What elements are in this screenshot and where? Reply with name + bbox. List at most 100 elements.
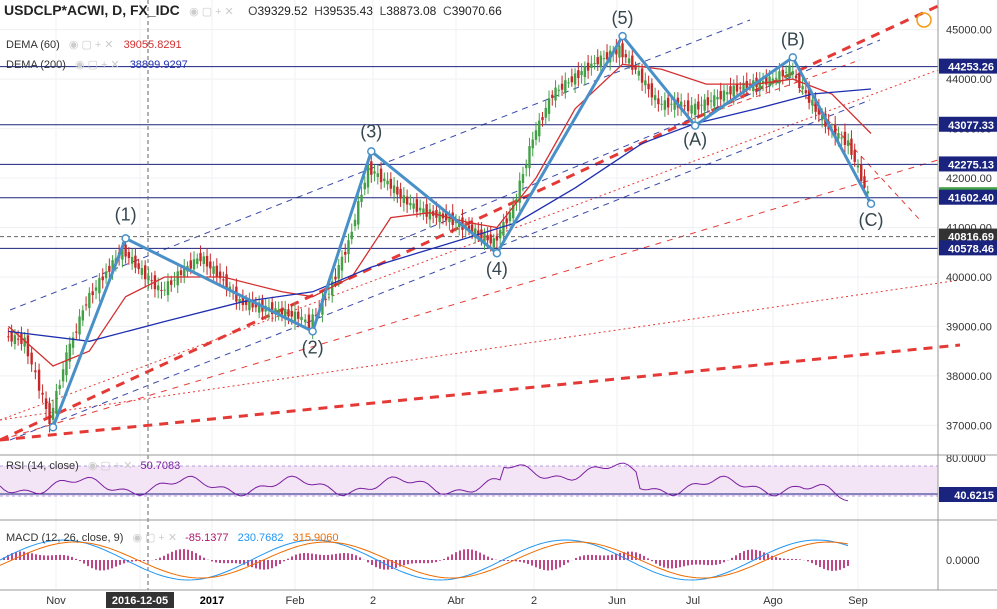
moving-averages [7,63,872,367]
candle-body [847,140,850,146]
candle-body [58,385,61,389]
header-buttons[interactable]: ◉▢+✕ [189,6,237,18]
candle-body [300,316,303,321]
time-label: Sep [848,595,868,607]
series-line-dema60 [7,63,872,367]
candle-body [386,180,389,185]
time-label: Feb [286,595,305,607]
dema60-buttons-icon[interactable]: ◉▢+✕ [68,39,117,51]
candle-body [602,58,606,60]
candle-body [528,146,531,169]
candle-body [716,96,719,100]
candle-body [477,230,480,236]
macd-legend[interactable]: MACD (12, 26, close, 9) ◉▢+✕ -85.1377 23… [6,532,339,544]
candle-body [492,238,496,248]
candle-body [163,289,166,291]
alert-icon [916,12,932,28]
candle-body [577,70,580,79]
time-label: Abr [447,595,464,607]
candle-body [739,87,742,89]
candle-body [531,139,534,149]
candle-body [697,101,700,110]
candle-body [498,229,502,239]
candle-body [173,279,176,281]
wave-label: (2) [302,337,324,357]
candle-body [657,98,660,105]
candle-body [483,233,486,243]
candle-body [554,87,557,101]
ohlc-readout: O39329.52 H39535.43 L38873.08 C39070.66 [248,4,502,18]
candle-body [722,90,726,102]
wave-label: (4) [486,259,508,279]
dema200-buttons-icon[interactable]: ◉▢+✕ [74,59,123,71]
candle-body [383,178,386,182]
wave-label: (5) [612,8,634,28]
macd-buttons-icon[interactable]: ◉▢+✕ [132,532,181,544]
candle-body [538,120,541,137]
candle-body [350,231,353,240]
candle-body [634,66,637,70]
candle-body [850,138,853,155]
time-label-highlight [106,592,174,608]
dema60-legend[interactable]: DEMA (60) ◉▢+✕ 39055.8291 [6,39,182,51]
candle-body [304,319,307,323]
channel-line [0,343,961,442]
candle-body [166,281,170,296]
wave-point [121,234,130,243]
candle-body [489,234,492,244]
candle-body [486,235,489,241]
candle-body [170,280,173,285]
candle-body [104,271,108,279]
candle-body [277,309,280,314]
candle-body [41,392,44,395]
candle-body [134,255,137,268]
rsi-legend[interactable]: RSI (14, close) ◉▢+✕ 50.7083 [6,460,181,472]
candle-body [679,101,683,110]
candle-body [621,43,624,58]
wave-label: (B) [781,29,805,49]
candle-body [709,100,713,102]
candle-body [580,71,583,76]
candle-body [742,82,745,94]
candle-body [373,171,376,174]
channel-line [0,69,939,421]
candle-body [392,185,396,194]
candle-body [225,274,228,290]
price-label-box [939,228,997,244]
candle-body [454,221,458,224]
symbol-title[interactable]: USDCLP*ACWI, D, FX_IDC [4,2,180,18]
candle-body [321,298,324,315]
candle-body [593,63,596,65]
candle-body [422,208,425,214]
time-label: 2 [370,595,376,607]
dema200-legend[interactable]: DEMA (200) ◉▢+✕ 38899.9297 [6,59,188,71]
candle-body [34,370,37,373]
candle-body [215,265,219,277]
candle-body [438,211,441,222]
candle-body [637,70,641,76]
channel-line [399,39,881,241]
wave-point [367,147,376,156]
candle-body [833,124,837,138]
candle-body [147,275,150,281]
candle-body [428,209,432,220]
candle-body [541,117,544,121]
candle-body [91,291,94,296]
candle-body [376,173,380,177]
candle-body [108,265,111,272]
candle-body [666,97,670,108]
candle-body [248,300,251,311]
candle-body [474,228,477,238]
candle-body [196,258,199,265]
candle-body [713,95,716,107]
time-label: Jul [686,595,700,607]
candle-body [244,299,248,305]
candle-body [605,52,609,60]
rsi-buttons-icon[interactable]: ◉▢+✕ [87,460,136,472]
macd-tick-label: 0.0000 [946,555,980,567]
candle-body [205,255,209,267]
candle-body [843,131,847,145]
candle-body [212,266,215,274]
candle-body [690,105,693,114]
